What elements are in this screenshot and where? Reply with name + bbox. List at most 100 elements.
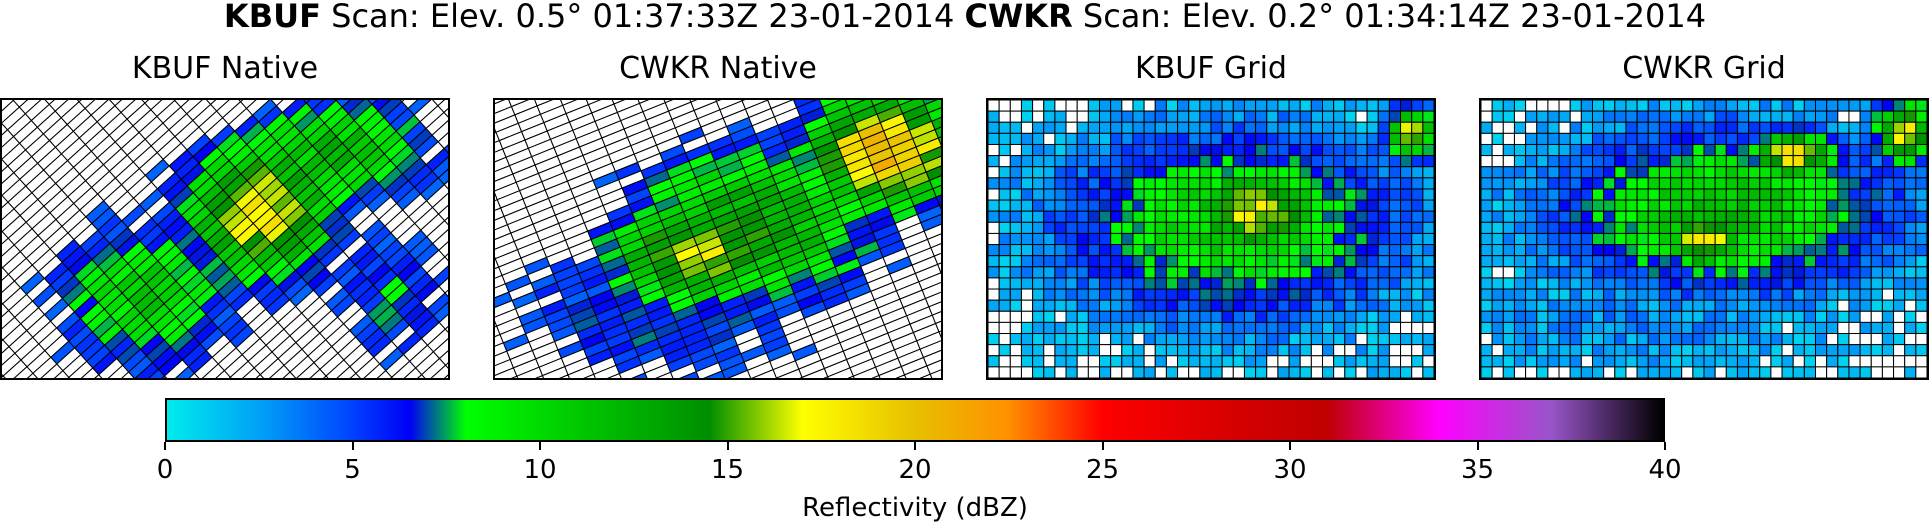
grid-cell	[1703, 344, 1716, 357]
grid-cell	[1243, 299, 1257, 312]
grid-cell	[1322, 366, 1335, 378]
grid-cell	[1232, 155, 1245, 168]
grid-cell	[1165, 155, 1179, 168]
grid-cell	[1054, 321, 1067, 335]
grid-cell	[1569, 288, 1582, 301]
grid-cell	[1143, 232, 1156, 246]
grid-cell	[1132, 355, 1145, 368]
grid-cell	[1904, 321, 1917, 335]
grid-cell	[1592, 277, 1605, 290]
grid-cell	[1099, 143, 1112, 157]
grid-cell	[1647, 121, 1660, 134]
grid-cell	[1099, 277, 1112, 290]
grid-cell	[1848, 177, 1861, 190]
grid-cell	[1099, 366, 1112, 378]
grid-cell	[1121, 277, 1134, 290]
grid-cell	[1558, 177, 1571, 190]
grid-cell	[1636, 210, 1649, 223]
grid-cell	[1603, 277, 1616, 290]
grid-cell	[1603, 266, 1616, 279]
grid-cell	[1177, 166, 1190, 179]
grid-cell	[1388, 321, 1402, 335]
grid-cell	[1266, 333, 1279, 346]
colorbar-tick-label: 25	[1085, 455, 1120, 485]
grid-cell	[1703, 321, 1716, 335]
grid-cell	[1714, 132, 1727, 145]
grid-cell	[1513, 366, 1527, 378]
grid-cell	[1569, 166, 1582, 179]
grid-cell	[1569, 310, 1582, 323]
grid-cell	[1491, 177, 1504, 190]
grid-cell	[1143, 199, 1156, 212]
grid-cell	[1781, 143, 1794, 157]
grid-cell	[1065, 110, 1078, 123]
grid-cell	[1837, 277, 1850, 290]
grid-cell	[1525, 333, 1538, 346]
grid-cell	[1199, 143, 1212, 157]
grid-cell	[1826, 255, 1839, 268]
grid-cell	[1087, 355, 1100, 368]
grid-cell	[1087, 177, 1100, 190]
grid-cell	[1165, 188, 1179, 201]
grid-cell	[1310, 210, 1324, 223]
grid-cell	[1714, 244, 1727, 257]
grid-cell	[1670, 221, 1683, 234]
grid-cell	[1647, 232, 1660, 246]
grid-cell	[1893, 244, 1906, 257]
grid-cell	[1322, 277, 1335, 290]
grid-cell	[1288, 344, 1301, 357]
grid-cell	[1681, 143, 1694, 157]
grid-cell	[1714, 166, 1727, 179]
grid-cell	[1792, 299, 1805, 312]
grid-cell	[1569, 221, 1582, 234]
grid-cell	[1748, 288, 1761, 301]
grid-cell	[1859, 221, 1872, 234]
grid-cell	[1333, 221, 1346, 234]
grid-cell	[1491, 255, 1504, 268]
grid-cell	[1076, 132, 1089, 145]
grid-cell	[1658, 210, 1672, 223]
grid-cell	[1647, 143, 1660, 157]
grid-cell	[1032, 344, 1045, 357]
grid-cell	[1614, 321, 1627, 335]
grid-cell	[1277, 132, 1290, 145]
grid-cell	[1837, 100, 1850, 112]
grid-cell	[1915, 199, 1927, 212]
grid-cell	[1725, 355, 1738, 368]
grid-cell	[1288, 199, 1301, 212]
grid-cell	[1781, 166, 1794, 179]
grid-cell	[1893, 288, 1906, 301]
grid-cell	[1188, 288, 1201, 301]
grid-cell	[1658, 100, 1672, 112]
grid-cell	[1915, 244, 1927, 257]
grid-cell	[1748, 132, 1761, 145]
native-cell	[437, 204, 448, 222]
grid-cell	[1132, 188, 1145, 201]
grid-cell	[1121, 255, 1134, 268]
grid-cell	[1580, 288, 1593, 301]
grid-cell	[1210, 333, 1223, 346]
native-cell	[430, 364, 448, 378]
grid-cell	[1881, 255, 1895, 268]
grid-cell	[1580, 344, 1593, 357]
panel-kbuf-grid	[986, 98, 1436, 380]
grid-cell	[1670, 288, 1683, 301]
grid-cell	[1143, 244, 1156, 257]
native-cell	[180, 100, 203, 115]
grid-cell	[1266, 221, 1279, 234]
native-cell	[607, 372, 622, 378]
grid-cell	[1043, 121, 1056, 134]
grid-cell	[1625, 221, 1638, 234]
grid-cell	[1513, 110, 1527, 123]
grid-cell	[1502, 288, 1515, 301]
grid-cell	[1087, 255, 1100, 268]
grid-cell	[1355, 210, 1368, 223]
grid-cell	[1893, 321, 1906, 335]
native-cell	[929, 369, 941, 378]
grid-cell	[1065, 355, 1078, 368]
grid-cell	[1199, 199, 1212, 212]
grid-cell	[1703, 143, 1716, 157]
grid-cell	[1759, 333, 1772, 346]
grid-cell	[1703, 221, 1716, 234]
grid-cell	[1614, 199, 1627, 212]
